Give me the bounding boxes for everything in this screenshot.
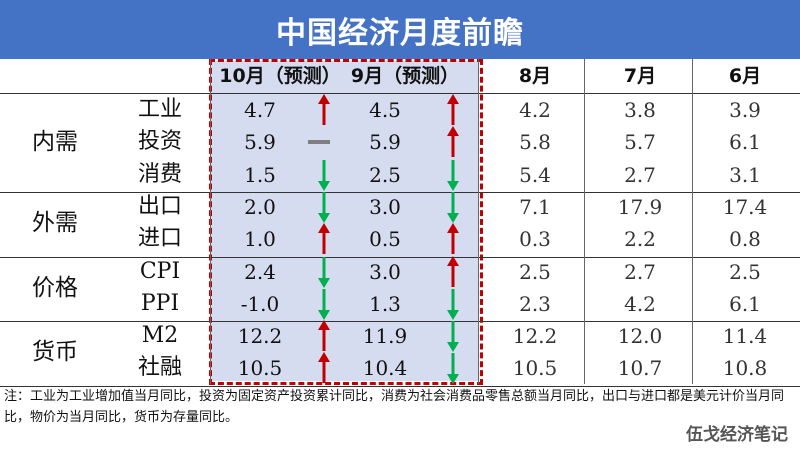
indicator-label: PPI <box>140 290 180 316</box>
value-cell: -1.0 <box>240 291 280 316</box>
value-cell: 10.7 <box>617 356 663 381</box>
value-cell: 3.9 <box>729 98 761 122</box>
value-cell: 12.0 <box>617 324 663 349</box>
value-cell: 1.5 <box>244 162 276 187</box>
value-cell: 5.4 <box>519 162 551 187</box>
value-cell: 5.7 <box>624 130 656 155</box>
column-rule <box>692 59 693 384</box>
column-header: 10月（预测） <box>219 65 341 87</box>
category-label: 价格 <box>32 274 78 301</box>
group-rule <box>0 191 800 193</box>
arrow-up-icon <box>447 255 459 287</box>
column-header: 7月 <box>623 65 657 87</box>
value-cell: 11.9 <box>362 324 408 349</box>
value-cell: 10.5 <box>237 356 283 381</box>
value-cell: 5.9 <box>369 130 401 155</box>
value-cell: 4.2 <box>624 291 656 316</box>
arrow-down-icon <box>447 191 459 223</box>
column-header: 6月 <box>728 65 762 87</box>
value-cell: 4.5 <box>369 98 401 122</box>
value-cell: 6.1 <box>729 130 761 155</box>
arrow-up-icon <box>318 352 330 384</box>
value-cell: 10.5 <box>512 356 558 381</box>
value-cell: 3.8 <box>624 98 656 122</box>
header-rule <box>0 93 800 94</box>
value-cell: 7.1 <box>519 194 551 219</box>
value-cell: 2.7 <box>624 162 656 187</box>
value-cell: 2.5 <box>729 259 761 284</box>
arrow-up-icon <box>318 320 330 352</box>
arrow-down-icon <box>447 353 459 385</box>
footnote: 注：工业为工业增加值当月同比，投资为固定资产投资累计同比，消费为社会消费品零售总… <box>4 389 785 425</box>
arrow-up-icon <box>318 94 330 125</box>
arrow-up-icon <box>447 126 459 158</box>
value-cell: 1.0 <box>244 227 276 252</box>
value-cell: 17.9 <box>617 194 663 219</box>
value-cell: 0.5 <box>369 227 401 252</box>
arrow-down-icon <box>447 288 459 320</box>
value-cell: 3.0 <box>369 194 401 219</box>
column-rule <box>584 59 585 384</box>
arrow-down-icon <box>318 288 330 320</box>
indicator-label: M2 <box>141 323 179 349</box>
value-cell: 5.9 <box>244 130 276 155</box>
group-rule <box>0 256 800 258</box>
arrow-up-icon <box>447 94 459 125</box>
category-label: 内需 <box>32 129 78 156</box>
value-cell: 2.7 <box>624 259 656 284</box>
value-cell: 5.8 <box>519 130 551 155</box>
arrow-down-icon <box>318 191 330 223</box>
value-cell: 10.4 <box>362 356 408 381</box>
arrow-up-icon <box>318 223 330 255</box>
forecast-border <box>209 59 483 385</box>
value-cell: 0.3 <box>519 227 551 252</box>
indicator-label: 投资 <box>137 129 182 155</box>
column-header: 8月 <box>518 65 552 87</box>
arrow-down-icon <box>318 159 330 191</box>
title-bar: 中国经济月度前瞻 <box>0 0 800 59</box>
value-cell: 2.4 <box>244 259 276 284</box>
indicator-label: 工业 <box>137 97 182 122</box>
arrow-down-icon <box>318 256 330 288</box>
value-cell: 0.8 <box>729 227 761 252</box>
page-title: 中国经济月度前瞻 <box>276 15 524 51</box>
group-rule <box>0 385 800 387</box>
indicator-label: 社融 <box>137 355 182 381</box>
arrow-down-icon <box>447 159 459 191</box>
value-cell: 3.1 <box>729 162 761 187</box>
column-rule <box>478 59 479 384</box>
category-label: 外需 <box>32 210 78 237</box>
value-cell: 2.3 <box>519 291 551 316</box>
value-cell: 11.4 <box>722 324 768 349</box>
indicator-label: 进口 <box>137 226 182 252</box>
category-label: 货币 <box>32 339 78 366</box>
brand-watermark: 伍戈经济笔记 <box>686 425 788 445</box>
value-cell: 2.5 <box>369 162 401 187</box>
column-rule <box>210 59 211 384</box>
value-cell: 3.0 <box>369 259 401 284</box>
column-header: 9月（预测） <box>350 65 460 87</box>
arrow-up-icon <box>447 223 459 255</box>
value-cell: 6.1 <box>729 291 761 316</box>
indicator-label: 消费 <box>137 161 182 187</box>
value-cell: 4.2 <box>519 98 551 122</box>
arrow-down-icon <box>447 321 459 353</box>
indicator-label: CPI <box>139 258 181 284</box>
value-cell: 12.2 <box>237 324 283 349</box>
value-cell: 4.7 <box>244 98 276 122</box>
group-rule <box>0 321 800 323</box>
flat-dash-icon <box>308 140 330 145</box>
value-cell: 17.4 <box>722 194 768 219</box>
value-cell: 12.2 <box>512 324 558 349</box>
indicator-label: 出口 <box>137 193 182 219</box>
value-cell: 2.0 <box>244 194 276 219</box>
value-cell: 2.5 <box>519 259 551 284</box>
forecast-highlight <box>211 61 479 381</box>
value-cell: 2.2 <box>624 227 656 252</box>
value-cell: 1.3 <box>369 291 401 316</box>
value-cell: 10.8 <box>722 356 768 381</box>
